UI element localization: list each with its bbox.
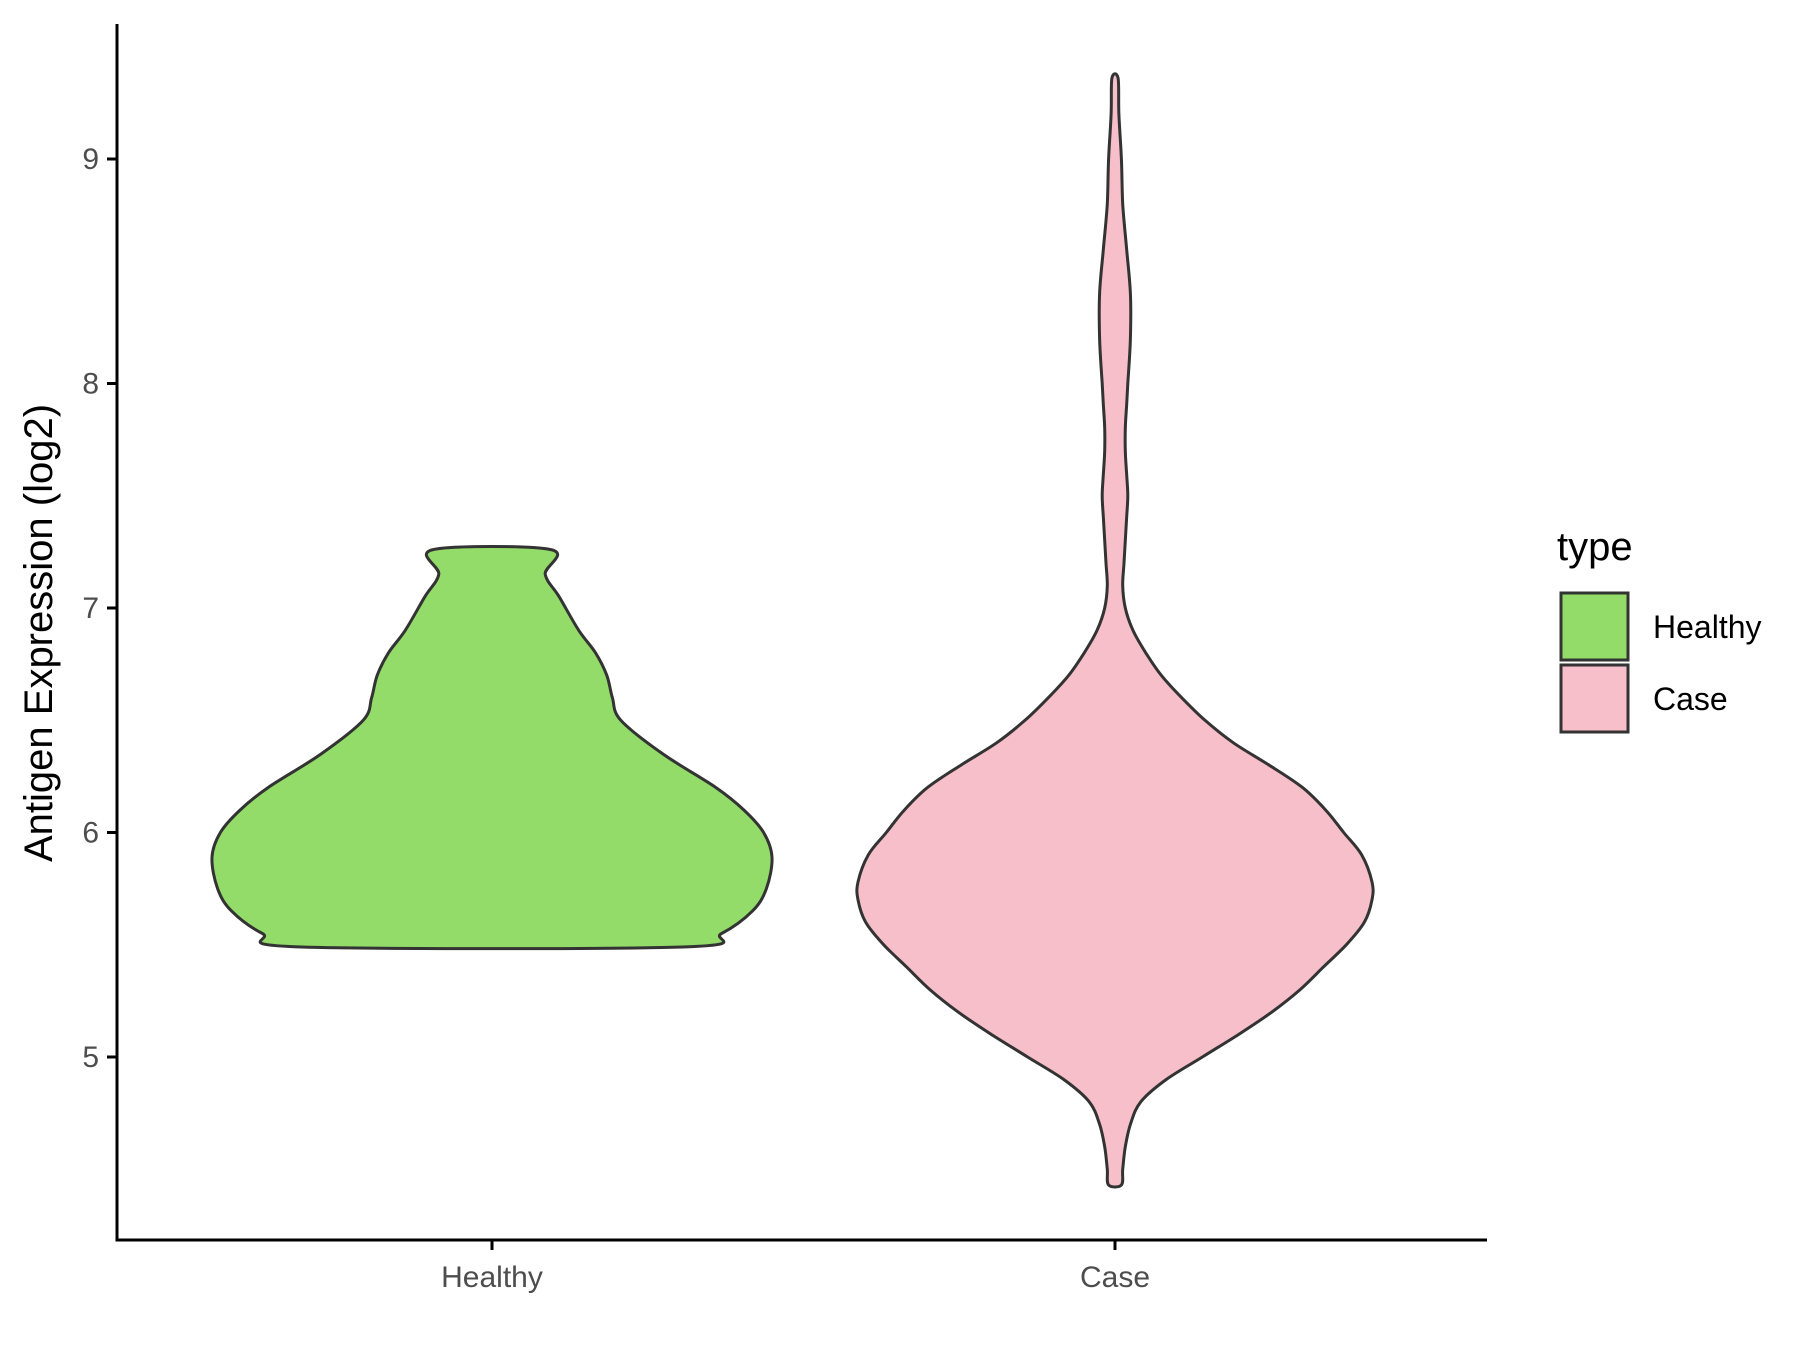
legend-title: type <box>1557 525 1633 569</box>
axes-layer: 5 6 7 8 9 Healthy Case <box>82 24 1487 1294</box>
y-axis-title: Antigen Expression (log2) <box>17 404 61 862</box>
x-tick-label-healthy: Healthy <box>441 1261 543 1294</box>
violin-case <box>855 72 1375 1189</box>
y-tick-label-9: 9 <box>82 143 99 176</box>
legend-key-healthy <box>1559 591 1630 662</box>
y-tick-label-7: 7 <box>82 592 99 625</box>
y-tick-label-8: 8 <box>82 368 99 401</box>
x-tick-label-case: Case <box>1080 1261 1150 1294</box>
legend-label-healthy: Healthy <box>1653 609 1762 645</box>
legend-key-case <box>1559 663 1630 734</box>
legend-label-case: Case <box>1653 681 1728 717</box>
y-tick-label-6: 6 <box>82 817 99 850</box>
y-tick-label-5: 5 <box>82 1041 99 1074</box>
violin-healthy <box>210 545 774 951</box>
violin-layer <box>210 72 1375 1189</box>
legend: type Healthy Case <box>1557 525 1762 734</box>
